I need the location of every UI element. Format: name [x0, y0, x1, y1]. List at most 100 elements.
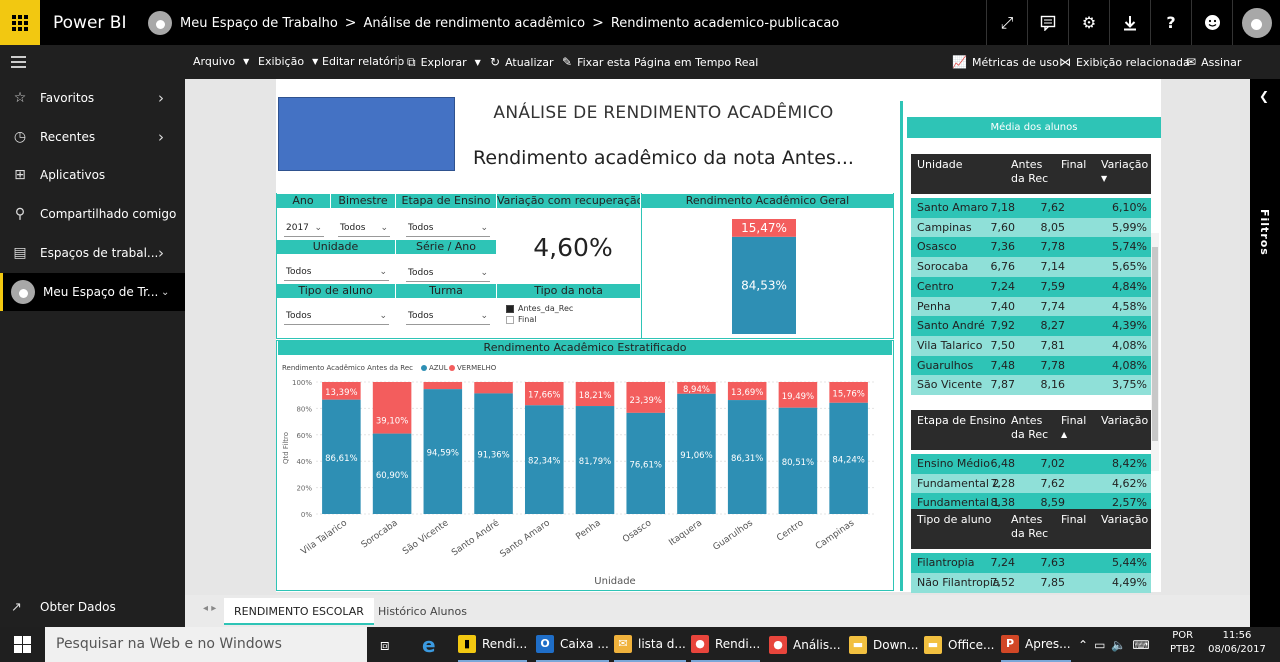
table-row[interactable]: Campinas 7,60 8,05 5,99%	[911, 217, 1151, 238]
legend-azul-dot	[421, 365, 427, 371]
column-header[interactable]: Antes da Rec	[1011, 513, 1049, 540]
tab-rendimento-escolar[interactable]: RENDIMENTO ESCOLAR	[224, 598, 374, 625]
taskbar-app[interactable]: ● Anális...	[769, 627, 841, 662]
nav-espacos[interactable]: ▤ Espaços de trabal... ›	[0, 234, 185, 272]
table-row[interactable]: Guarulhos 7,48 7,78 4,08%	[911, 355, 1151, 376]
taskbar-app[interactable]: ▮ Rendi...	[458, 627, 528, 662]
slicer-turma[interactable]: Todos ⌄	[406, 307, 490, 325]
scrollbar-thumb[interactable]	[1152, 247, 1158, 441]
task-view-button[interactable]: ⧈	[380, 627, 390, 662]
slicer-bimestre[interactable]: Todos ⌄	[338, 219, 390, 237]
nav-compartilhado[interactable]: ⚲ Compartilhado comigo	[0, 195, 185, 233]
menu-exibicao[interactable]: Exibição ▼	[258, 55, 318, 68]
help-button[interactable]: ?	[1150, 0, 1191, 45]
menu-assinar[interactable]: ✉ Assinar	[1186, 55, 1241, 69]
tab-scroll-icon[interactable]: ◂ ▸	[203, 603, 217, 614]
tipo-nota-option-antes[interactable]: Antes_da_Rec	[506, 304, 573, 313]
column-header[interactable]: Final	[1061, 513, 1087, 526]
slicer-unidade[interactable]: Todos ⌄	[284, 263, 389, 281]
windows-start-icon[interactable]	[14, 636, 31, 653]
table-row[interactable]: Santo Amaro 7,18 7,62 6,10%	[911, 198, 1151, 218]
tipo-nota-option-final[interactable]: Final	[506, 315, 573, 324]
column-header[interactable]: Variação ▼	[1101, 158, 1148, 186]
settings-button[interactable]: ⚙	[1068, 0, 1109, 45]
slicer-ano[interactable]: 2017 ⌄	[284, 219, 324, 237]
slicer-tipo-aluno[interactable]: Todos ⌄	[284, 307, 389, 325]
menu-arquivo[interactable]: Arquivo ▼	[193, 55, 249, 68]
table-row[interactable]: Filantropia 7,24 7,63 5,44%	[911, 553, 1151, 573]
table-row[interactable]: Não Filantropia 7,52 7,85 4,49%	[911, 572, 1151, 593]
chevron-up-icon[interactable]: ⌃	[1078, 637, 1089, 652]
column-header[interactable]: Antes da Rec	[1011, 414, 1049, 441]
tab-historico-alunos[interactable]: Histórico Alunos	[378, 605, 467, 618]
expand-button[interactable]: ⤢	[986, 0, 1027, 45]
table-row[interactable]: Centro 7,24 7,59 4,84%	[911, 276, 1151, 297]
nav-obter-dados[interactable]: ↗ Obter Dados	[0, 595, 185, 619]
share-icon: ⋈	[1059, 55, 1071, 69]
column-header[interactable]: Variação	[1101, 513, 1149, 526]
clock[interactable]: 11:56 08/06/2017	[1207, 629, 1267, 657]
column-header[interactable]: Etapa de Ensino	[917, 414, 1006, 427]
slicer-etapa[interactable]: Todos ⌄	[406, 219, 490, 237]
column-header[interactable]: Antes da Rec	[1011, 158, 1049, 185]
nav-aplicativos-label: Aplicativos	[40, 168, 106, 182]
hamburger-menu-icon[interactable]	[11, 56, 26, 71]
table-row[interactable]: Sorocaba 6,76 7,14 5,65%	[911, 257, 1151, 278]
nav-favoritos[interactable]: ☆ Favoritos ›	[0, 79, 185, 117]
account-button[interactable]	[1232, 0, 1280, 45]
breadcrumb-report[interactable]: Análise de rendimento acadêmico	[363, 15, 586, 31]
language-indicator[interactable]: POR PTB2	[1170, 629, 1195, 657]
x-tick-label: Penha	[574, 518, 602, 542]
menu-explorar[interactable]: ⧉ Explorar ▼	[398, 55, 481, 70]
table-row[interactable]: São Vicente 7,87 8,16 3,75%	[911, 375, 1151, 396]
taskbar-search-input[interactable]: Pesquisar na Web e no Windows	[45, 627, 367, 662]
download-button[interactable]	[1109, 0, 1150, 45]
network-icon[interactable]: ▭	[1094, 637, 1106, 652]
table-cell: 8,38	[990, 496, 1016, 510]
slicer-serie[interactable]: Todos ⌄	[406, 264, 490, 282]
nav-meu-espaco[interactable]: Meu Espaço de Tr... ⌄	[0, 273, 185, 311]
taskbar-app[interactable]: O Caixa ...	[536, 627, 609, 662]
feedback-button[interactable]	[1191, 0, 1232, 45]
menu-exibicao-relacionada[interactable]: ⋈ Exibição relacionada	[1059, 55, 1190, 69]
table-row[interactable]: Ensino Médio 6,48 7,02 8,42%	[911, 454, 1151, 474]
taskbar-app[interactable]: P Apres...	[1001, 627, 1071, 662]
column-header[interactable]: Unidade	[917, 158, 963, 171]
breadcrumb-workspace[interactable]: Meu Espaço de Trabalho	[180, 15, 338, 31]
nav-recentes[interactable]: ◷ Recentes ›	[0, 118, 185, 156]
geral-bar-red	[732, 219, 796, 237]
nav-aplicativos[interactable]: ⊞ Aplicativos	[0, 156, 185, 194]
table-row[interactable]: Fundamental 1 8,38 8,59 2,57%	[911, 493, 1151, 514]
taskbar-app[interactable]: ● Rendi...	[691, 627, 761, 662]
menu-atualizar[interactable]: ↻ Atualizar	[490, 55, 554, 69]
filters-pane[interactable]: ❮ Filtros	[1250, 79, 1280, 627]
menu-metricas[interactable]: 📈 Métricas de uso	[952, 55, 1059, 69]
taskbar-app[interactable]: ▬ Down...	[849, 627, 918, 662]
table-row[interactable]: Penha 7,40 7,74 4,58%	[911, 296, 1151, 317]
comment-button[interactable]	[1027, 0, 1068, 45]
stratified-chart: Rendimento Acadêmico Antes da Rec AZUL VER…	[282, 364, 874, 587]
edge-button[interactable]: e	[422, 627, 436, 662]
menu-fixar[interactable]: ✎ Fixar esta Página em Tempo Real	[562, 55, 758, 69]
table-row[interactable]: Fundamental 2 7,28 7,62 4,62%	[911, 473, 1151, 494]
app-launcher-button[interactable]	[0, 0, 40, 45]
taskbar-app[interactable]: ✉ lista d...	[614, 627, 686, 662]
volume-icon[interactable]: 🔈	[1111, 637, 1127, 652]
sort-up-icon: ▲	[1061, 430, 1068, 439]
keyboard-icon[interactable]: ⌨	[1132, 637, 1150, 652]
table-row[interactable]: Vila Talarico 7,50 7,81 4,08%	[911, 335, 1151, 356]
table-row[interactable]: Santo André 7,92 8,27 4,39%	[911, 316, 1151, 337]
column-header[interactable]: Final ▲	[1061, 414, 1107, 442]
column-header[interactable]: Tipo de aluno	[917, 513, 992, 526]
taskbar-app-label: Apres...	[1025, 636, 1071, 651]
table-cell: 7,28	[990, 476, 1016, 490]
table-scrollbar[interactable]	[1151, 233, 1159, 471]
column-header[interactable]: Variação	[1101, 414, 1149, 427]
table-row[interactable]: Osasco 7,36 7,78 5,74%	[911, 237, 1151, 258]
breadcrumb-page[interactable]: Rendimento academico-publicacao	[610, 15, 840, 31]
taskbar-app[interactable]: ▬ Office...	[924, 627, 994, 662]
powerbi-icon: ▮	[458, 634, 476, 653]
column-header[interactable]: Final	[1061, 158, 1087, 171]
y-tick-label: 60%	[296, 432, 312, 440]
menu-editar-relatorio[interactable]: Editar relatório	[322, 55, 404, 68]
